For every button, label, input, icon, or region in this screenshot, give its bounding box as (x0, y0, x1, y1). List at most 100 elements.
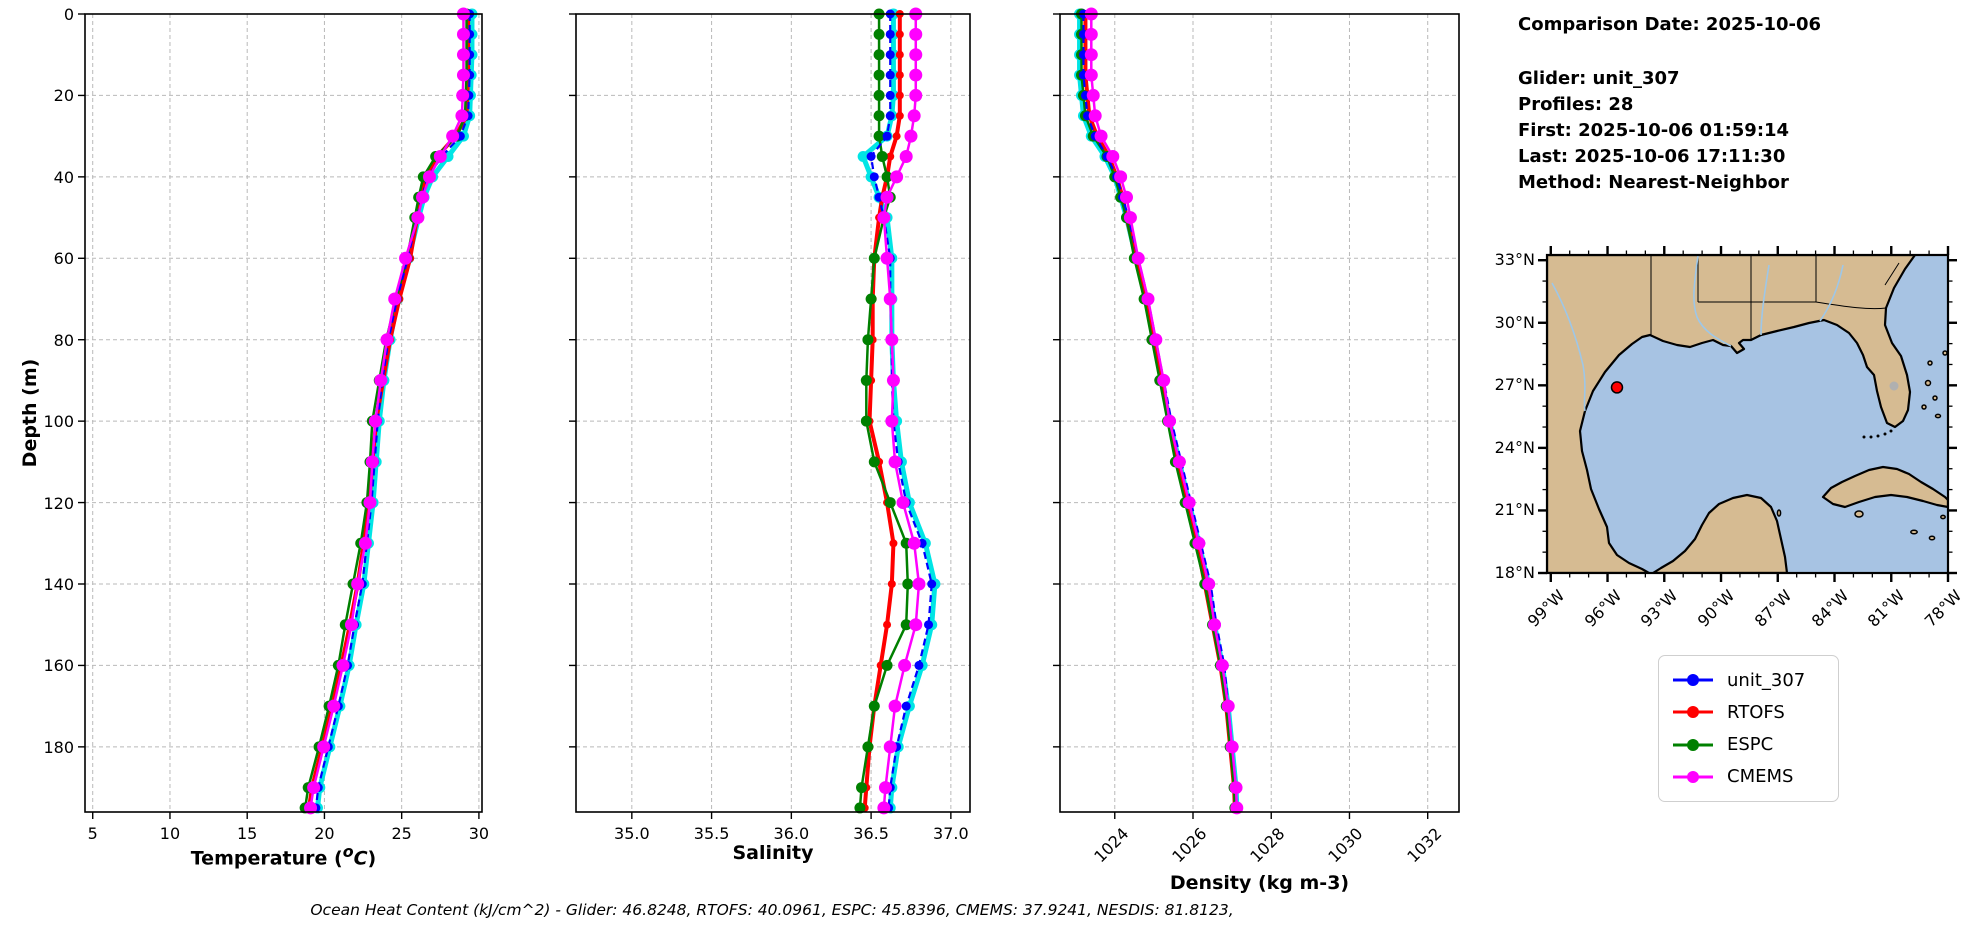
series-marker-ESPC (902, 578, 914, 590)
series-marker-CMEMS (351, 577, 365, 591)
series-marker-CMEMS (456, 27, 470, 41)
series-marker-CMEMS (890, 170, 904, 184)
x-tick-label: 35.0 (614, 824, 650, 843)
island (1776, 509, 1782, 517)
depth-tick-label: 120 (43, 493, 74, 513)
legend-swatch (1673, 674, 1713, 687)
series-marker-CMEMS (886, 373, 900, 387)
depth-tick-label: 160 (43, 656, 74, 676)
island (1921, 404, 1927, 410)
series-marker-CMEMS (1229, 781, 1243, 795)
florida-keys (1889, 429, 1893, 433)
series-marker-CMEMS (1106, 150, 1120, 163)
series-marker-ESPC (862, 741, 874, 753)
map-lon-label: 90°W (1693, 586, 1739, 631)
depth-tick-label: 40 (53, 167, 74, 187)
legend-item-unit_307: unit_307 (1671, 665, 1822, 696)
series-marker-unit_307 (869, 172, 879, 182)
series-marker-RTOFS (895, 30, 904, 39)
series-marker-ESPC (873, 69, 885, 81)
x-tick-label: 36.0 (773, 824, 810, 843)
series-marker-CMEMS (455, 109, 469, 123)
series-marker-unit_307 (885, 90, 895, 100)
map-lon-label: 93°W (1637, 586, 1682, 631)
depth-tick-label: 140 (43, 575, 74, 594)
axes-spine (1059, 13, 1460, 813)
series-marker-ESPC (868, 456, 880, 468)
series-marker-ESPC (876, 151, 888, 162)
series-marker-CMEMS (388, 292, 402, 306)
series-marker-CMEMS (1131, 251, 1145, 265)
florida-keys (1862, 435, 1866, 439)
series-marker-CMEMS (365, 455, 379, 469)
series-marker-ESPC (900, 619, 912, 631)
map-border (1545, 253, 1950, 575)
density-plot (1053, 7, 1460, 819)
method: Method: Nearest-Neighbor (1518, 172, 1789, 193)
map-lat-label: 24°N (1494, 437, 1535, 457)
series-marker-CMEMS (880, 190, 894, 204)
x-tick-label: 36.5 (853, 824, 889, 843)
temperature-axis-label: Temperature (oC) (190, 842, 377, 870)
gulf-of-mexico-map (1538, 246, 1957, 582)
series-marker-CMEMS (898, 658, 912, 672)
map-lat-label: 30°N (1494, 312, 1535, 332)
series-marker-CMEMS (1084, 27, 1098, 41)
series-marker-ESPC (873, 49, 885, 61)
series-marker-ESPC (862, 334, 874, 346)
x-tick-label: 1026 (1168, 824, 1211, 867)
legend-label: CMEMS (1727, 766, 1794, 788)
series-marker-CMEMS (912, 577, 926, 591)
series-marker-CMEMS (1094, 129, 1108, 143)
density-axis-label: Density (kg m-3) (1169, 872, 1350, 894)
axes-spine (575, 13, 971, 813)
legend-label: ESPC (1727, 734, 1774, 756)
series-marker-CMEMS (1225, 740, 1239, 754)
mainland-landmass (1547, 255, 1917, 573)
series-marker-CMEMS (456, 68, 470, 82)
legend-label: unit_307 (1727, 669, 1806, 691)
legend-swatch (1673, 770, 1713, 783)
series-marker-ESPC (860, 415, 872, 427)
legend: unit_307 RTOFS ESPC CMEMS (1658, 655, 1839, 802)
depth-tick-label: 180 (43, 737, 74, 757)
series-marker-ESPC (868, 252, 880, 264)
x-tick-label: 10 (159, 824, 181, 843)
series-marker-CMEMS (1120, 190, 1133, 204)
depth-tick-label: 0 (63, 5, 74, 24)
legend-item-RTOFS: RTOFS (1671, 697, 1822, 728)
series-marker-CMEMS (1086, 88, 1100, 102)
profiles-count: Profiles: 28 (1518, 94, 1634, 115)
series-line-unit_307 (314, 14, 471, 809)
series-marker-CMEMS (885, 333, 899, 347)
series-marker-RTOFS (895, 50, 904, 59)
series-marker-CMEMS (327, 699, 341, 713)
series-marker-unit_307 (866, 152, 876, 161)
map-lon-label: 81°W (1864, 586, 1909, 631)
series-marker-CMEMS (416, 190, 430, 204)
island (1932, 395, 1938, 401)
x-tick-label: 35.5 (693, 824, 730, 843)
last-timestamp: Last: 2025-10-06 17:11:30 (1518, 146, 1786, 167)
info-text-block: Comparison Date: 2025-10-06 Glider: unit… (1518, 12, 1821, 196)
island (1854, 510, 1864, 518)
series-marker-CMEMS (433, 150, 447, 163)
series-marker-CMEMS (1172, 455, 1186, 469)
series-marker-unit_307 (924, 620, 934, 630)
temperature-plot (78, 7, 483, 819)
map-lat-label: 27°N (1494, 375, 1535, 395)
x-tick-label: 20 (314, 824, 335, 843)
series-marker-CMEMS (1221, 699, 1235, 713)
glider-position-marker (1610, 381, 1624, 394)
x-tick-label: 1028 (1246, 824, 1289, 867)
series-marker-CMEMS (1163, 414, 1177, 428)
series-marker-CMEMS (358, 536, 372, 550)
island (1910, 529, 1918, 535)
series-marker-ESPC (873, 110, 885, 122)
series-line-CMEMS (1090, 14, 1239, 808)
series-marker-CMEMS (374, 373, 388, 387)
series-marker-CMEMS (1182, 496, 1196, 510)
series-marker-ESPC (856, 782, 868, 794)
series-marker-CMEMS (883, 740, 897, 754)
